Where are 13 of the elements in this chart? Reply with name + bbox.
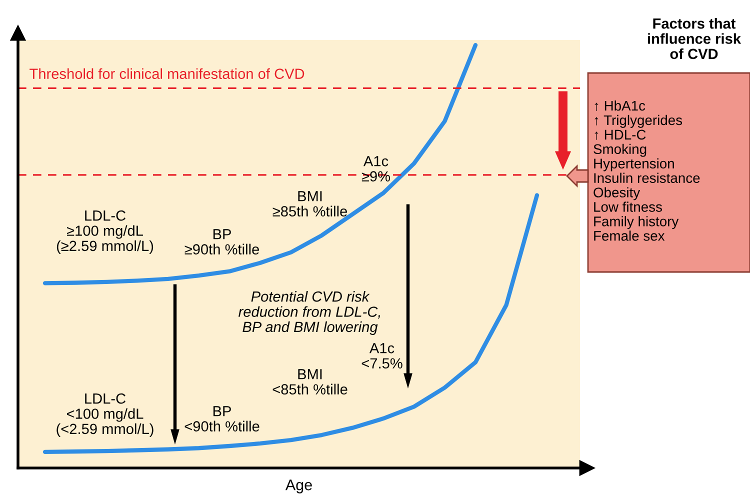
x-axis-title: Age: [285, 480, 312, 494]
annotation: Potential CVD risk reduction from LDL-C, BP and BMI lowering: [238, 291, 380, 335]
annotation: BP ≥90th %tille: [184, 229, 259, 255]
ref-line-label: Threshold for clinical manifestation of CVD: [30, 68, 304, 79]
annotation: A1c <7.5%: [362, 343, 402, 369]
annotation: LDL-C <100 mg/dL (<2.59 mmol/L): [56, 393, 154, 437]
annotation: BMI <85th %tille: [272, 369, 348, 395]
annotation: A1c ≥9%: [362, 156, 390, 182]
annotation: BP <90th %tille: [184, 406, 260, 432]
text: Factors that influence risk of CVD: [648, 18, 742, 60]
text: ↑ HbA1c ↑ Triglygerides ↑ HDL-C Smoking Hypertension Insulin resistance Obesity Low fitness Family history Female sex: [594, 100, 700, 241]
annotation: BMI ≥85th %tille: [272, 191, 347, 217]
annotation: LDL-C ≥100 mg/dL (≥2.59 mmol/L): [56, 210, 154, 254]
